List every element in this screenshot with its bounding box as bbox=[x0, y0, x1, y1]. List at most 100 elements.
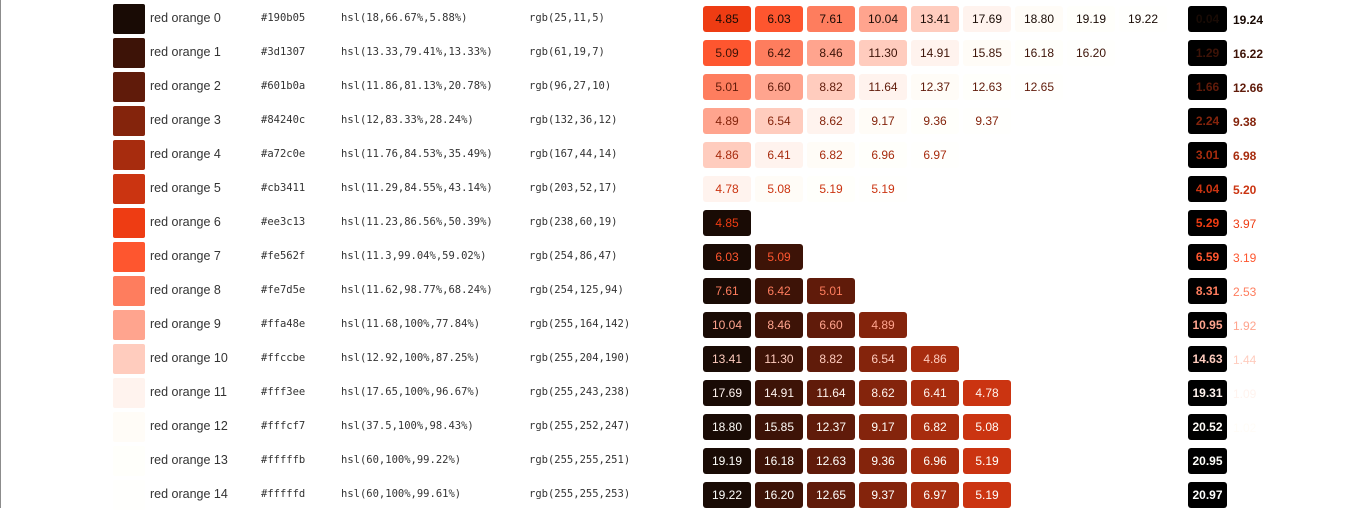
color-hsl-value[interactable]: hsl(13.33,79.41%,13.33%) bbox=[341, 46, 493, 58]
color-name: red orange 9 bbox=[150, 317, 221, 331]
color-hsl-value[interactable]: hsl(17.65,100%,96.67%) bbox=[341, 386, 481, 398]
contrast-cell: 6.42 bbox=[755, 40, 803, 66]
color-swatch[interactable] bbox=[113, 412, 145, 442]
contrast-cell: 6.97 bbox=[911, 142, 959, 168]
contrast-cell: 6.41 bbox=[755, 142, 803, 168]
white-contrast-value: 19.24 bbox=[1233, 13, 1264, 27]
color-hex-value[interactable]: #fe562f bbox=[261, 250, 306, 262]
color-hsl-value[interactable]: hsl(11.68,100%,77.84%) bbox=[341, 318, 481, 330]
color-hex-value[interactable]: #fffffd bbox=[261, 488, 306, 500]
contrast-cell: 4.89 bbox=[859, 312, 907, 338]
contrast-cell: 9.37 bbox=[963, 108, 1011, 134]
color-hsl-value[interactable]: hsl(11.62,98.77%,68.24%) bbox=[341, 284, 493, 296]
white-contrast-value: 16.22 bbox=[1233, 47, 1264, 61]
contrast-cell: 19.22 bbox=[1119, 6, 1167, 32]
color-hex-value[interactable]: #601b0a bbox=[261, 80, 306, 92]
color-swatch[interactable] bbox=[113, 208, 145, 238]
white-contrast-value: 1.02 bbox=[1233, 421, 1257, 435]
color-hex-value[interactable]: #ee3c13 bbox=[261, 216, 306, 228]
color-swatch[interactable] bbox=[113, 106, 145, 136]
contrast-cell: 6.96 bbox=[859, 142, 907, 168]
color-hsl-value[interactable]: hsl(11.3,99.04%,59.02%) bbox=[341, 250, 487, 262]
color-swatch[interactable] bbox=[113, 344, 145, 374]
palette-row: red orange 0 #190b05 hsl(18,66.67%,5.88%) r… bbox=[0, 2, 1368, 36]
color-swatch[interactable] bbox=[113, 140, 145, 170]
color-name: red orange 11 bbox=[150, 385, 227, 399]
white-contrast-value: 1.44 bbox=[1233, 353, 1257, 367]
color-swatch[interactable] bbox=[113, 446, 145, 476]
color-hsl-value[interactable]: hsl(37.5,100%,98.43%) bbox=[341, 420, 474, 432]
contrast-cell: 10.04 bbox=[859, 6, 907, 32]
color-hsl-value[interactable]: hsl(60,100%,99.22%) bbox=[341, 454, 462, 466]
color-hex-value[interactable]: #a72c0e bbox=[261, 148, 306, 160]
color-name: red orange 7 bbox=[150, 249, 221, 263]
black-contrast-box: 1.29 bbox=[1188, 40, 1227, 66]
contrast-cell: 9.36 bbox=[911, 108, 959, 134]
contrast-cell: 4.85 bbox=[703, 6, 751, 32]
color-rgb-value[interactable]: rgb(255,164,142) bbox=[529, 318, 631, 330]
color-swatch[interactable] bbox=[113, 38, 145, 68]
color-swatch[interactable] bbox=[113, 310, 145, 340]
color-hex-value[interactable]: #fffcf7 bbox=[261, 420, 306, 432]
contrast-cell: 6.54 bbox=[755, 108, 803, 134]
color-swatch[interactable] bbox=[113, 174, 145, 204]
color-swatch[interactable] bbox=[113, 480, 145, 510]
color-rgb-value[interactable]: rgb(254,86,47) bbox=[529, 250, 618, 262]
contrast-cell: 8.46 bbox=[807, 40, 855, 66]
color-hex-value[interactable]: #fffffb bbox=[261, 454, 306, 466]
color-name: red orange 8 bbox=[150, 283, 221, 297]
contrast-cell: 11.64 bbox=[859, 74, 907, 100]
color-hex-value[interactable]: #ffccbe bbox=[261, 352, 306, 364]
color-hsl-value[interactable]: hsl(12,83.33%,28.24%) bbox=[341, 114, 474, 126]
white-contrast-value: 6.98 bbox=[1233, 149, 1257, 163]
color-swatch[interactable] bbox=[113, 72, 145, 102]
color-hsl-value[interactable]: hsl(11.29,84.55%,43.14%) bbox=[341, 182, 493, 194]
color-hsl-value[interactable]: hsl(11.86,81.13%,20.78%) bbox=[341, 80, 493, 92]
color-swatch[interactable] bbox=[113, 378, 145, 408]
color-swatch[interactable] bbox=[113, 4, 145, 34]
color-rgb-value[interactable]: rgb(96,27,10) bbox=[529, 80, 612, 92]
color-rgb-value[interactable]: rgb(203,52,17) bbox=[529, 182, 618, 194]
white-contrast-value: 1.92 bbox=[1233, 319, 1257, 333]
contrast-cell: 14.91 bbox=[755, 380, 803, 406]
contrast-cell: 15.85 bbox=[755, 414, 803, 440]
color-hex-value[interactable]: #cb3411 bbox=[261, 182, 306, 194]
color-hsl-value[interactable]: hsl(11.76,84.53%,35.49%) bbox=[341, 148, 493, 160]
color-swatch[interactable] bbox=[113, 276, 145, 306]
color-rgb-value[interactable]: rgb(255,252,247) bbox=[529, 420, 631, 432]
contrast-cell: 9.37 bbox=[859, 482, 907, 508]
color-rgb-value[interactable]: rgb(254,125,94) bbox=[529, 284, 624, 296]
color-hex-value[interactable]: #fff3ee bbox=[261, 386, 306, 398]
contrast-cell: 5.01 bbox=[807, 278, 855, 304]
color-hex-value[interactable]: #190b05 bbox=[261, 12, 306, 24]
color-hex-value[interactable]: #ffa48e bbox=[261, 318, 306, 330]
color-hsl-value[interactable]: hsl(18,66.67%,5.88%) bbox=[341, 12, 468, 24]
palette-row: red orange 11 #fff3ee hsl(17.65,100%,96.67… bbox=[0, 376, 1368, 410]
color-rgb-value[interactable]: rgb(255,243,238) bbox=[529, 386, 631, 398]
black-contrast-box: 20.52 bbox=[1188, 414, 1227, 440]
color-rgb-value[interactable]: rgb(255,255,253) bbox=[529, 488, 631, 500]
contrast-cell: 7.61 bbox=[703, 278, 751, 304]
contrast-cell: 6.60 bbox=[807, 312, 855, 338]
black-contrast-box: 3.01 bbox=[1188, 142, 1227, 168]
color-rgb-value[interactable]: rgb(255,204,190) bbox=[529, 352, 631, 364]
color-name: red orange 10 bbox=[150, 351, 228, 365]
color-hex-value[interactable]: #84240c bbox=[261, 114, 306, 126]
color-rgb-value[interactable]: rgb(238,60,19) bbox=[529, 216, 618, 228]
color-rgb-value[interactable]: rgb(132,36,12) bbox=[529, 114, 618, 126]
color-hex-value[interactable]: #fe7d5e bbox=[261, 284, 306, 296]
contrast-cell: 16.18 bbox=[1015, 40, 1063, 66]
color-rgb-value[interactable]: rgb(61,19,7) bbox=[529, 46, 605, 58]
color-swatch[interactable] bbox=[113, 242, 145, 272]
color-rgb-value[interactable]: rgb(25,11,5) bbox=[529, 12, 605, 24]
color-hsl-value[interactable]: hsl(12.92,100%,87.25%) bbox=[341, 352, 481, 364]
color-hex-value[interactable]: #3d1307 bbox=[261, 46, 306, 58]
contrast-cell: 4.86 bbox=[703, 142, 751, 168]
color-hsl-value[interactable]: hsl(60,100%,99.61%) bbox=[341, 488, 462, 500]
color-rgb-value[interactable]: rgb(255,255,251) bbox=[529, 454, 631, 466]
color-rgb-value[interactable]: rgb(167,44,14) bbox=[529, 148, 618, 160]
contrast-cell: 5.01 bbox=[703, 74, 751, 100]
color-hsl-value[interactable]: hsl(11.23,86.56%,50.39%) bbox=[341, 216, 493, 228]
black-contrast-box: 5.29 bbox=[1188, 210, 1227, 236]
color-name: red orange 13 bbox=[150, 453, 228, 467]
